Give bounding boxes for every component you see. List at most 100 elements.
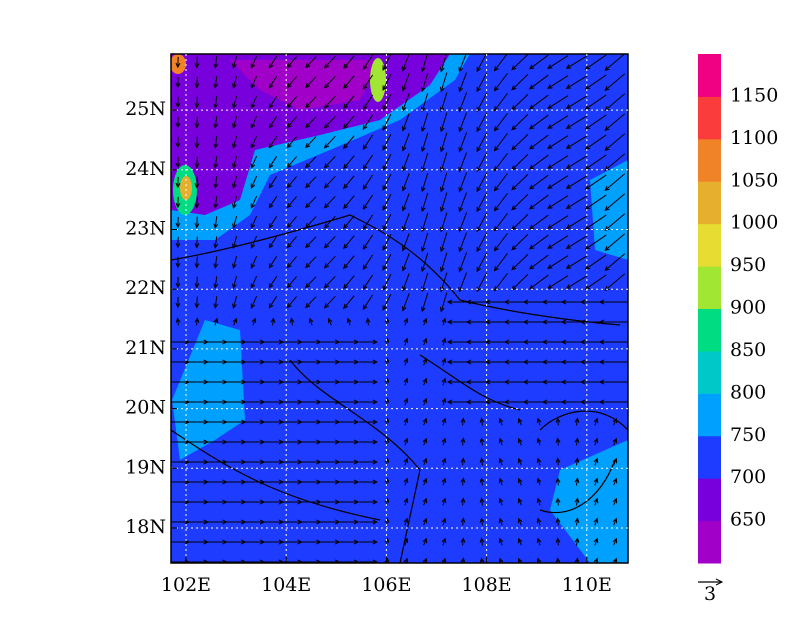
wind-arrow [479,497,485,506]
wind-arrow [382,133,392,151]
lat-tick-label: 20N [125,397,166,419]
wind-arrow [320,499,341,505]
wind-arrow [268,236,278,249]
wind-arrow [362,254,374,270]
wind-arrow [612,537,618,546]
wind-arrow [604,73,626,91]
wind-arrow [194,317,200,326]
wind-arrow [359,419,378,425]
wind-arrow [343,295,355,310]
wind-arrow [421,54,428,73]
wind-arrow [343,235,355,250]
wind-arrow [232,317,238,326]
wind-arrow [498,557,504,563]
wind-arrow [612,557,618,563]
wind-arrow [584,94,607,110]
wind-arrow [343,195,355,210]
wind-arrow [339,559,360,563]
contour-patch [172,320,245,460]
wind-arrow [323,55,336,69]
lat-tick-label: 24N [125,158,166,180]
wind-arrow [232,135,238,149]
wind-arrow [403,397,409,406]
wind-arrow [286,56,297,69]
wind-arrow [250,115,258,129]
colorbar-label: 1100 [730,127,778,149]
wind-arrow [612,457,618,466]
wind-arrow [232,255,238,269]
wind-arrow [305,56,317,69]
wind-arrow [555,557,561,563]
wind-arrow [301,479,322,485]
wind-arrow [175,156,181,169]
wind-arrow [250,55,258,69]
wind-arrow [401,133,410,152]
wind-arrow [268,256,278,269]
wind-arrow [251,317,257,326]
wind-arrow [460,557,466,563]
wind-arrow [359,379,378,385]
wind-arrow [362,214,374,230]
wind-arrow [439,132,448,153]
wind-arrow [422,537,428,546]
wind-arrow [250,255,258,269]
wind-arrow [439,292,448,313]
contour-patch [230,60,380,110]
wind-arrow [362,294,374,310]
wind-arrow [574,537,580,546]
wind-arrow [612,437,618,446]
wind-arrow [517,557,523,563]
wind-arrow [305,296,317,309]
wind-arrow [320,439,341,445]
wind-arrow [305,116,317,129]
wind-arrow [493,54,508,72]
wind-arrow [213,296,219,309]
wind-arrow [232,175,238,189]
wind-arrow [213,317,219,326]
wind-arrow [403,417,409,426]
lat-tick-label: 25N [125,98,166,120]
wind-arrow [547,95,569,109]
wind-arrow [555,417,561,426]
wind-arrow [289,317,295,326]
wind-arrow [422,357,428,366]
wind-arrow [343,115,355,130]
wind-arrow [382,253,392,271]
wind-arrow [476,92,488,113]
contour-patch [171,54,186,74]
wind-arrow [382,173,392,191]
wind-arrow [604,173,626,191]
wind-arrow [517,497,523,506]
wind-arrow [528,134,549,150]
wind-arrow [250,175,258,189]
wind-arrow [268,136,278,149]
wind-arrow [362,154,374,170]
wind-arrow [441,537,447,546]
wind-arrow [323,135,336,149]
lon-tick-label: 108E [462,574,512,596]
wind-arrow [441,377,447,386]
wind-arrow [320,399,341,405]
wind-arrow [439,272,448,293]
wind-arrow [359,439,378,445]
wind-arrow [359,499,378,505]
wind-arrow [593,437,599,446]
wind-arrow [574,557,580,563]
wind-arrow [301,459,322,465]
wind-arrow [441,317,447,326]
wind-arrow [555,457,561,466]
wind-arrow [359,459,378,465]
wind-arrow [305,256,317,269]
wind-arrow [403,337,409,346]
wind-arrow [403,497,409,506]
wind-arrow [511,54,529,71]
wind-arrow [194,256,200,269]
colorbar-swatch [698,266,721,309]
wind-arrow [493,153,508,172]
wind-arrow [517,537,523,546]
wind-arrow [421,92,429,113]
wind-arrow [439,112,448,133]
colorbar-swatch [698,435,721,479]
wind-arrow [458,132,468,153]
